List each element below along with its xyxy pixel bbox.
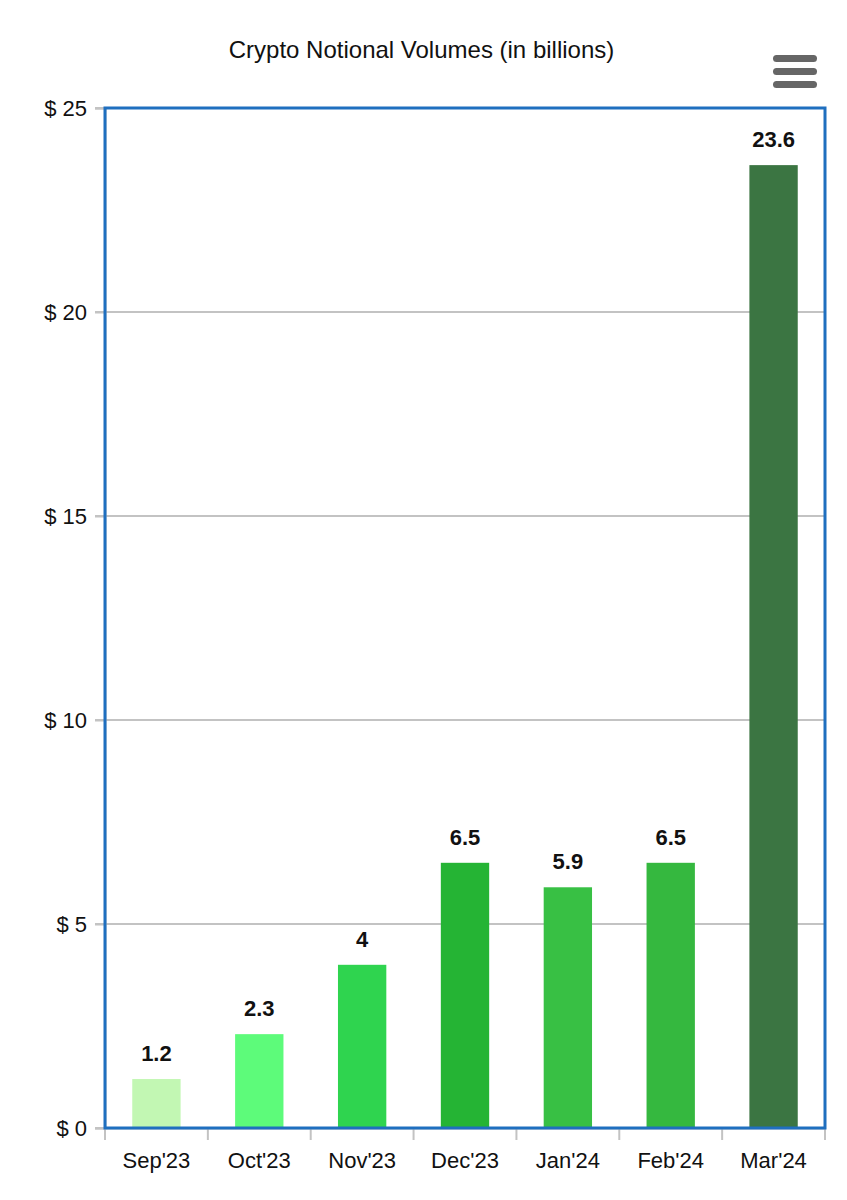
x-tick: Sep'23 bbox=[123, 1128, 191, 1173]
chart: Crypto Notional Volumes (in billions) $ 0… bbox=[0, 0, 847, 1200]
x-tick: Mar'24 bbox=[740, 1128, 807, 1173]
data-label: 5.9 bbox=[553, 849, 584, 874]
title: Crypto Notional Volumes (in billions) bbox=[229, 36, 615, 63]
x-divider bbox=[104, 1128, 106, 1140]
bars bbox=[132, 165, 797, 1128]
x-tick-label: Nov'23 bbox=[328, 1148, 396, 1173]
grid-line bbox=[95, 719, 825, 721]
x-tick-label: Jan'24 bbox=[536, 1148, 600, 1173]
menu-icon-bar[interactable] bbox=[773, 68, 817, 75]
bar bbox=[441, 863, 489, 1128]
x-tick-label: Dec'23 bbox=[431, 1148, 499, 1173]
data-labels: 1.2 2.3 4 6.5 5.9 6.5 23.6 bbox=[141, 127, 795, 1066]
bar bbox=[544, 887, 592, 1128]
y-tick-label: $ 15 bbox=[44, 504, 87, 529]
grid-line bbox=[95, 311, 825, 313]
data-label: 2.3 bbox=[244, 996, 275, 1021]
bar bbox=[338, 965, 386, 1128]
data-label: 4 bbox=[356, 927, 369, 952]
data-label: 1.2 bbox=[141, 1041, 172, 1066]
x-divider bbox=[721, 1128, 723, 1140]
menu-icon-bar[interactable] bbox=[773, 55, 817, 62]
x-tick: Jan'24 bbox=[536, 1128, 600, 1173]
y-tick-label: $ 10 bbox=[44, 708, 87, 733]
x-tick-label: Oct'23 bbox=[228, 1148, 291, 1173]
y-tick-label: $ 20 bbox=[44, 300, 87, 325]
x-divider bbox=[413, 1128, 415, 1140]
menu-icon-bar[interactable] bbox=[773, 81, 817, 88]
x-dividers bbox=[105, 1128, 825, 1140]
x-divider bbox=[310, 1128, 312, 1140]
x-tick: Dec'23 bbox=[431, 1128, 499, 1173]
x-tick-label: Sep'23 bbox=[123, 1148, 191, 1173]
grid bbox=[95, 108, 825, 1128]
y-tick: $ 20 bbox=[44, 300, 105, 325]
menu-icon[interactable] bbox=[773, 55, 817, 88]
x-tick: Feb'24 bbox=[637, 1128, 704, 1173]
y-axis: $ 0 $ 5 $ 10 $ 15 $ 20 $ 25 bbox=[44, 96, 105, 1141]
plot-frame bbox=[105, 108, 825, 1128]
y-tick: $ 10 bbox=[44, 708, 105, 733]
x-tick-label: Mar'24 bbox=[740, 1148, 807, 1173]
data-label: 6.5 bbox=[450, 825, 481, 850]
grid-line bbox=[95, 515, 825, 517]
x-divider bbox=[824, 1128, 826, 1140]
bar bbox=[749, 165, 797, 1128]
y-tick: $ 15 bbox=[44, 504, 105, 529]
bar bbox=[132, 1079, 180, 1128]
x-divider bbox=[207, 1128, 209, 1140]
y-tick: $ 5 bbox=[56, 912, 105, 937]
x-tick: Oct'23 bbox=[228, 1128, 291, 1173]
x-divider bbox=[618, 1128, 620, 1140]
data-label: 6.5 bbox=[655, 825, 686, 850]
bar bbox=[235, 1034, 283, 1128]
y-tick: $ 0 bbox=[56, 1116, 105, 1141]
bar bbox=[647, 863, 695, 1128]
y-tick-label: $ 0 bbox=[56, 1116, 87, 1141]
y-tick-label: $ 25 bbox=[44, 96, 87, 121]
x-tick: Nov'23 bbox=[328, 1128, 396, 1173]
x-divider bbox=[515, 1128, 517, 1140]
y-tick-label: $ 5 bbox=[56, 912, 87, 937]
x-axis: Sep'23 Oct'23 Nov'23 Dec'23 Jan'24 Feb'24 Mar'… bbox=[106, 1128, 826, 1173]
x-tick-label: Feb'24 bbox=[637, 1148, 704, 1173]
y-tick: $ 25 bbox=[44, 96, 105, 121]
data-label: 23.6 bbox=[752, 127, 795, 152]
